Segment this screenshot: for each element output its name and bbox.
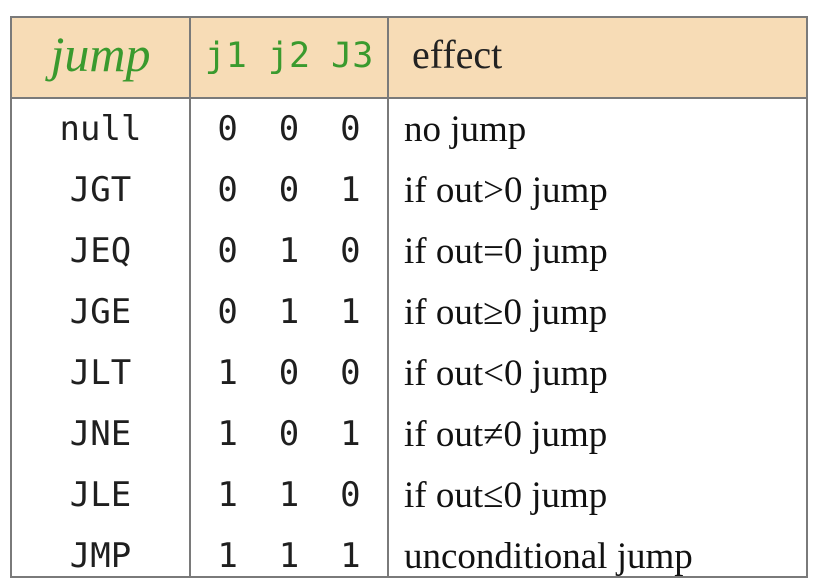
cell-mnemonic: null	[59, 109, 142, 149]
cell-bits: 1 0 1	[217, 414, 361, 454]
cell-effect: if out=0 jump	[404, 231, 608, 272]
table-row: JLE 1 1 0 if out≤0 jump	[12, 465, 806, 526]
cell-mnemonic: JMP	[69, 536, 132, 576]
table-row: JNE 1 0 1 if out≠0 jump	[12, 404, 806, 465]
cell-effect: if out<0 jump	[404, 353, 608, 394]
cell-effect: unconditional jump	[404, 536, 693, 577]
table-row: JGE 0 1 1 if out≥0 jump	[12, 282, 806, 343]
cell-effect: if out≠0 jump	[404, 414, 608, 455]
header-bits: j1 j2 J3	[204, 36, 374, 76]
table-row: null 0 0 0 no jump	[12, 99, 806, 160]
table-row: JEQ 0 1 0 if out=0 jump	[12, 221, 806, 282]
cell-bits: 0 0 0	[217, 109, 361, 149]
cell-bits: 1 0 0	[217, 353, 361, 393]
column-divider-2	[387, 18, 389, 576]
cell-bits: 1 1 0	[217, 475, 361, 515]
cell-mnemonic: JGT	[69, 170, 132, 210]
header-jump: jump	[50, 26, 151, 82]
table-row: JMP 1 1 1 unconditional jump	[12, 526, 806, 587]
table-header: jump j1 j2 J3 effect	[12, 18, 806, 99]
jump-table: jump j1 j2 J3 effect null 0 0 0 no jump …	[10, 16, 808, 578]
cell-mnemonic: JEQ	[69, 231, 132, 271]
table-row: JLT 1 0 0 if out<0 jump	[12, 343, 806, 404]
cell-bits: 0 0 1	[217, 170, 361, 210]
table-body: null 0 0 0 no jump JGT 0 0 1 if out>0 ju…	[12, 99, 806, 587]
cell-bits: 1 1 1	[217, 536, 361, 576]
cell-effect: if out≥0 jump	[404, 292, 608, 333]
cell-bits: 0 1 1	[217, 292, 361, 332]
cell-mnemonic: JLT	[69, 353, 132, 393]
table-row: JGT 0 0 1 if out>0 jump	[12, 160, 806, 221]
cell-mnemonic: JLE	[69, 475, 132, 515]
header-effect: effect	[412, 32, 503, 77]
cell-effect: if out>0 jump	[404, 170, 608, 211]
cell-effect: if out≤0 jump	[404, 475, 608, 516]
cell-effect: no jump	[404, 109, 527, 150]
column-divider-1	[189, 18, 191, 576]
cell-bits: 0 1 0	[217, 231, 361, 271]
cell-mnemonic: JNE	[69, 414, 132, 454]
cell-mnemonic: JGE	[69, 292, 132, 332]
